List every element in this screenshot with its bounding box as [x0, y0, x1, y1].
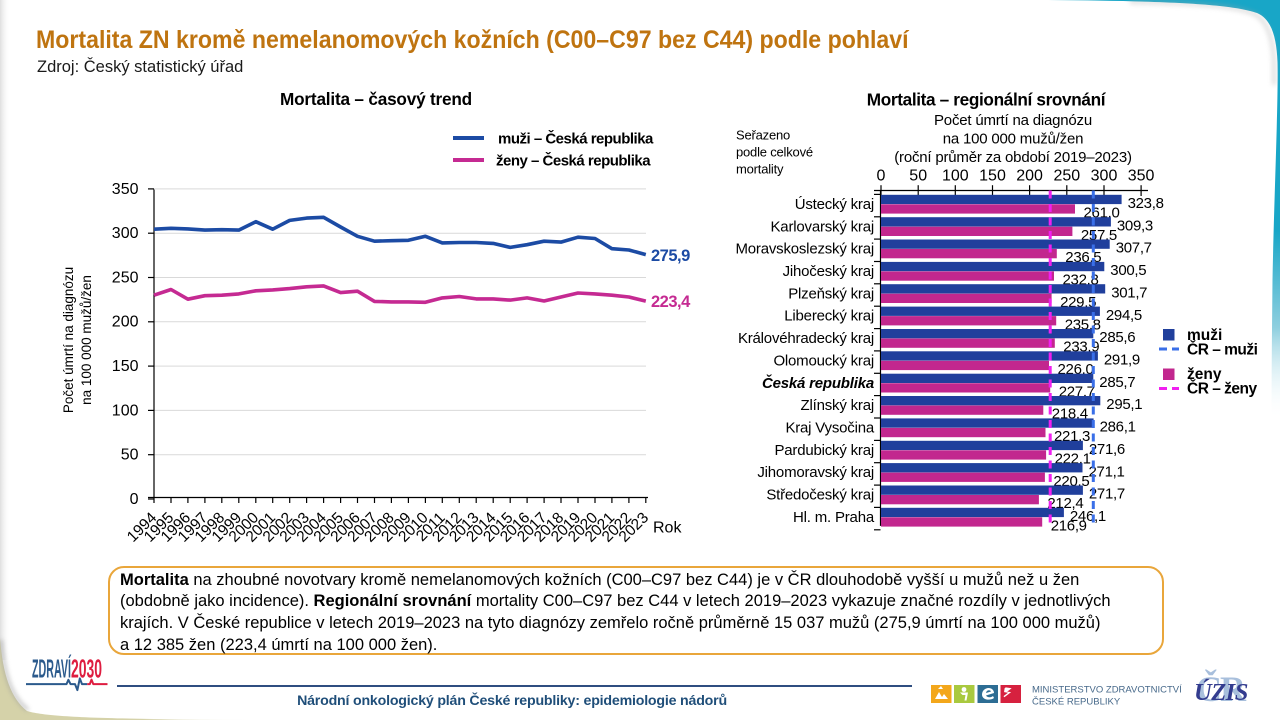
svg-text:Mortalita – regionální srovnán: Mortalita – regionální srovnání — [867, 90, 1107, 110]
svg-text:286,1: 286,1 — [1100, 419, 1136, 436]
svg-text:Rok: Rok — [653, 520, 682, 537]
svg-text:285,6: 285,6 — [1099, 329, 1135, 346]
svg-text:Počet úmrtí na diagnózu: Počet úmrtí na diagnózu — [61, 267, 76, 413]
svg-text:ZDRAVÍ: ZDRAVÍ — [32, 653, 71, 683]
svg-text:muži – Česká republika: muži – Česká republika — [498, 130, 654, 148]
svg-text:ženy: ženy — [1187, 366, 1222, 383]
svg-text:150: 150 — [979, 168, 1006, 185]
svg-text:300,5: 300,5 — [1110, 262, 1146, 279]
svg-text:350: 350 — [112, 181, 139, 198]
svg-text:Královéhradecký kraj: Královéhradecký kraj — [738, 330, 874, 347]
svg-text:na 100 000 mužů/žen: na 100 000 mužů/žen — [943, 131, 1083, 148]
svg-text:200: 200 — [112, 314, 139, 331]
svg-text:100: 100 — [112, 402, 139, 419]
svg-text:271,7: 271,7 — [1089, 486, 1125, 503]
svg-text:Pardubický kraj: Pardubický kraj — [774, 442, 874, 459]
svg-text:2030: 2030 — [71, 653, 102, 683]
svg-text:50: 50 — [121, 447, 139, 464]
svg-text:na 100 000 mužů/žen: na 100 000 mužů/žen — [79, 275, 94, 405]
svg-text:50: 50 — [909, 168, 927, 185]
svg-text:muži: muži — [1187, 327, 1222, 344]
svg-text:Jihočeský kraj: Jihočeský kraj — [783, 263, 874, 280]
svg-text:100: 100 — [942, 168, 969, 185]
svg-text:mortality: mortality — [736, 162, 784, 177]
svg-text:301,7: 301,7 — [1111, 284, 1147, 301]
svg-text:216,9: 216,9 — [1051, 518, 1087, 535]
svg-text:250: 250 — [112, 269, 139, 286]
svg-text:(roční průměr za období 2019–2: (roční průměr za období 2019–2023) — [894, 149, 1132, 166]
svg-text:MINISTERSTVO ZDRAVOTNICTVÍ: MINISTERSTVO ZDRAVOTNICTVÍ — [1032, 685, 1182, 696]
svg-text:Jihomoravský kraj: Jihomoravský kraj — [757, 464, 874, 481]
svg-text:294,5: 294,5 — [1106, 307, 1142, 324]
svg-text:Liberecký kraj: Liberecký kraj — [784, 308, 874, 325]
svg-text:Mortalita – časový trend: Mortalita – časový trend — [280, 89, 472, 109]
svg-text:300: 300 — [112, 225, 139, 242]
svg-text:0: 0 — [130, 491, 139, 508]
svg-text:323,8: 323,8 — [1128, 195, 1164, 212]
svg-text:309,3: 309,3 — [1117, 217, 1153, 234]
svg-text:291,9: 291,9 — [1104, 352, 1140, 369]
svg-text:295,1: 295,1 — [1106, 396, 1142, 413]
svg-text:ČR – muži: ČR – muži — [1187, 341, 1258, 359]
svg-text:0: 0 — [877, 168, 886, 185]
svg-text:Hl. m. Praha: Hl. m. Praha — [793, 509, 875, 526]
svg-text:275,9: 275,9 — [651, 247, 690, 265]
svg-text:271,6: 271,6 — [1089, 441, 1125, 458]
svg-text:Moravskoslezský kraj: Moravskoslezský kraj — [735, 241, 874, 258]
svg-text:Zlínský kraj: Zlínský kraj — [801, 397, 874, 414]
svg-text:ČESKÉ REPUBLIKY: ČESKÉ REPUBLIKY — [1032, 697, 1121, 708]
svg-text:Počet úmrtí na diagnózu: Počet úmrtí na diagnózu — [934, 112, 1092, 129]
svg-text:223,4: 223,4 — [651, 293, 691, 311]
svg-text:Ústecký kraj: Ústecký kraj — [795, 196, 874, 213]
svg-text:ČR – ženy: ČR – ženy — [1187, 380, 1257, 398]
svg-text:350: 350 — [1128, 168, 1155, 185]
svg-text:Česká republika: Česká republika — [762, 374, 874, 392]
svg-text:podle celkové: podle celkové — [736, 145, 813, 160]
svg-text:Karlovarský kraj: Karlovarský kraj — [771, 218, 875, 235]
svg-text:250: 250 — [1053, 168, 1080, 185]
svg-text:271,1: 271,1 — [1089, 463, 1125, 480]
svg-text:Plzeňský kraj: Plzeňský kraj — [788, 285, 874, 302]
svg-text:246,1: 246,1 — [1070, 508, 1106, 525]
svg-text:Olomoucký kraj: Olomoucký kraj — [773, 352, 874, 369]
svg-text:Seřazeno: Seřazeno — [736, 128, 790, 143]
svg-text:307,7: 307,7 — [1116, 240, 1152, 257]
svg-text:200: 200 — [1016, 168, 1043, 185]
svg-text:Kraj Vysočina: Kraj Vysočina — [785, 420, 874, 437]
svg-text:285,7: 285,7 — [1099, 374, 1135, 391]
svg-text:ženy – Česká republika: ženy – Česká republika — [496, 152, 651, 170]
svg-text:Středočeský kraj: Středočeský kraj — [766, 487, 874, 504]
svg-text:300: 300 — [1091, 168, 1118, 185]
svg-text:150: 150 — [112, 358, 139, 375]
